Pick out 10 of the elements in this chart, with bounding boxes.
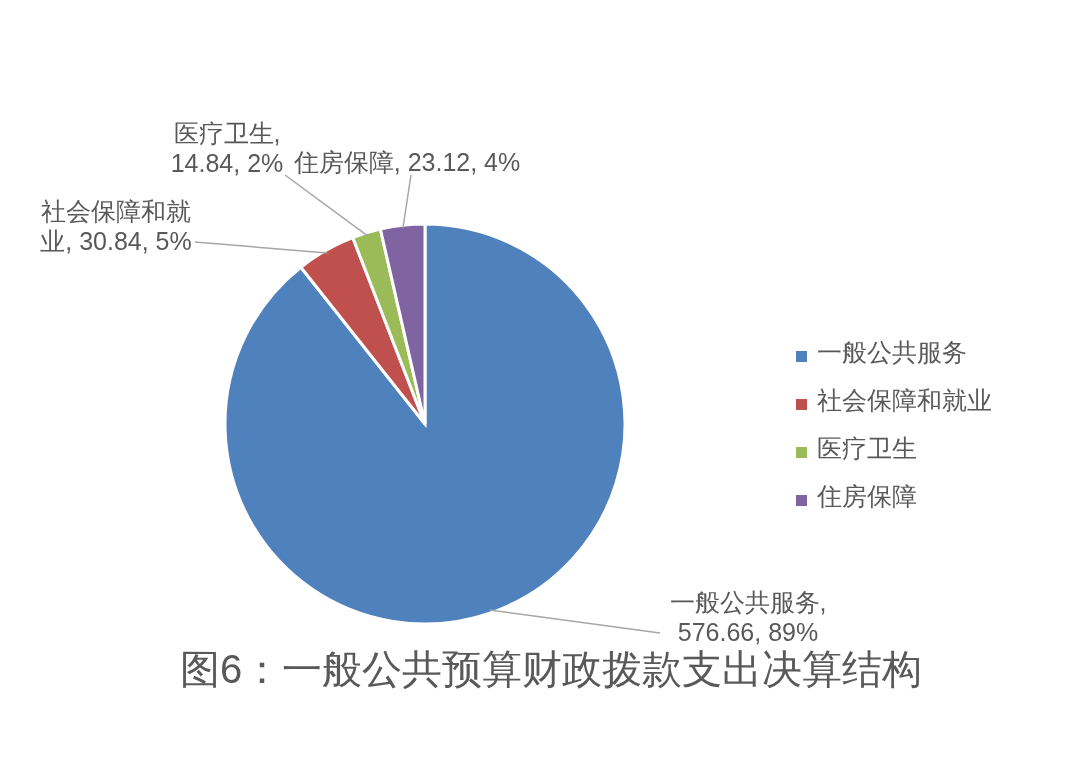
legend-label: 医疗卫生 xyxy=(817,434,917,462)
pie-slice xyxy=(223,222,627,626)
data-label: 一般公共服务, 576.66, 89% xyxy=(669,587,827,646)
legend-label: 住房保障 xyxy=(817,482,917,510)
data-label: 医疗卫生, 14.84, 2% xyxy=(170,118,284,177)
data-label: 社会保障和就业, 30.84, 5% xyxy=(40,196,192,255)
text: 图6：一般公共预算财政拨款支出决算结构 xyxy=(179,646,923,693)
legend-label: 社会保障和就业 xyxy=(817,386,992,414)
legend-label: 一般公共服务 xyxy=(817,338,967,366)
data-label: 住房保障, 23.12, 4% xyxy=(292,147,521,176)
